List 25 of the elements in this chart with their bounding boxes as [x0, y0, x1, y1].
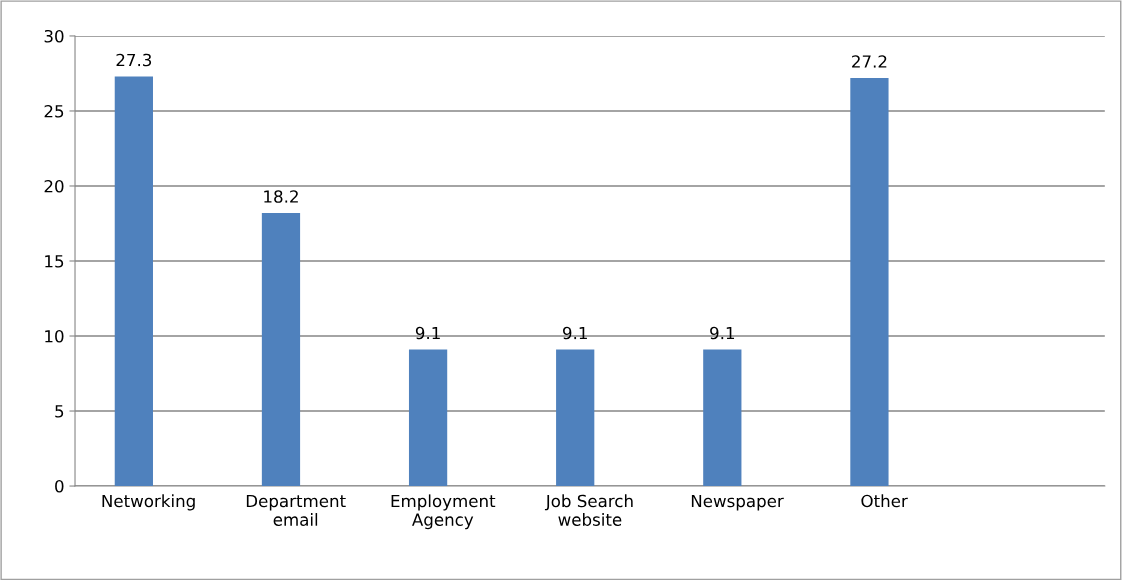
- y-tick-label: 25: [44, 104, 64, 118]
- data-label: 18.2: [264, 190, 298, 203]
- x-tick-label: Newspaper: [691, 494, 784, 511]
- y-tick-label: 0: [55, 480, 64, 493]
- x-tick-label: Job Search website: [544, 494, 633, 526]
- bar: [850, 77, 889, 487]
- y-tick-label: 30: [44, 29, 64, 43]
- x-tick-label: Employment Agency: [391, 494, 496, 530]
- y-tick-label: 20: [44, 179, 64, 193]
- data-label: 9.1: [563, 326, 587, 340]
- data-label: 27.3: [116, 53, 152, 67]
- y-tick-label: 10: [45, 329, 64, 343]
- data-label: 9.1: [710, 326, 735, 340]
- bar: [703, 349, 742, 487]
- bar: [556, 349, 595, 487]
- x-tick-label: Other: [861, 494, 908, 508]
- x-tick-label: Networking: [102, 494, 195, 511]
- data-label: 27.2: [852, 55, 887, 68]
- data-label: 9.1: [415, 326, 440, 340]
- y-tick-label: 5: [55, 405, 64, 418]
- y-tick-label: 15: [45, 255, 64, 268]
- x-tick-label: Department email: [246, 494, 346, 526]
- bar: [408, 349, 448, 487]
- bar: [261, 212, 301, 487]
- bar: [114, 76, 153, 487]
